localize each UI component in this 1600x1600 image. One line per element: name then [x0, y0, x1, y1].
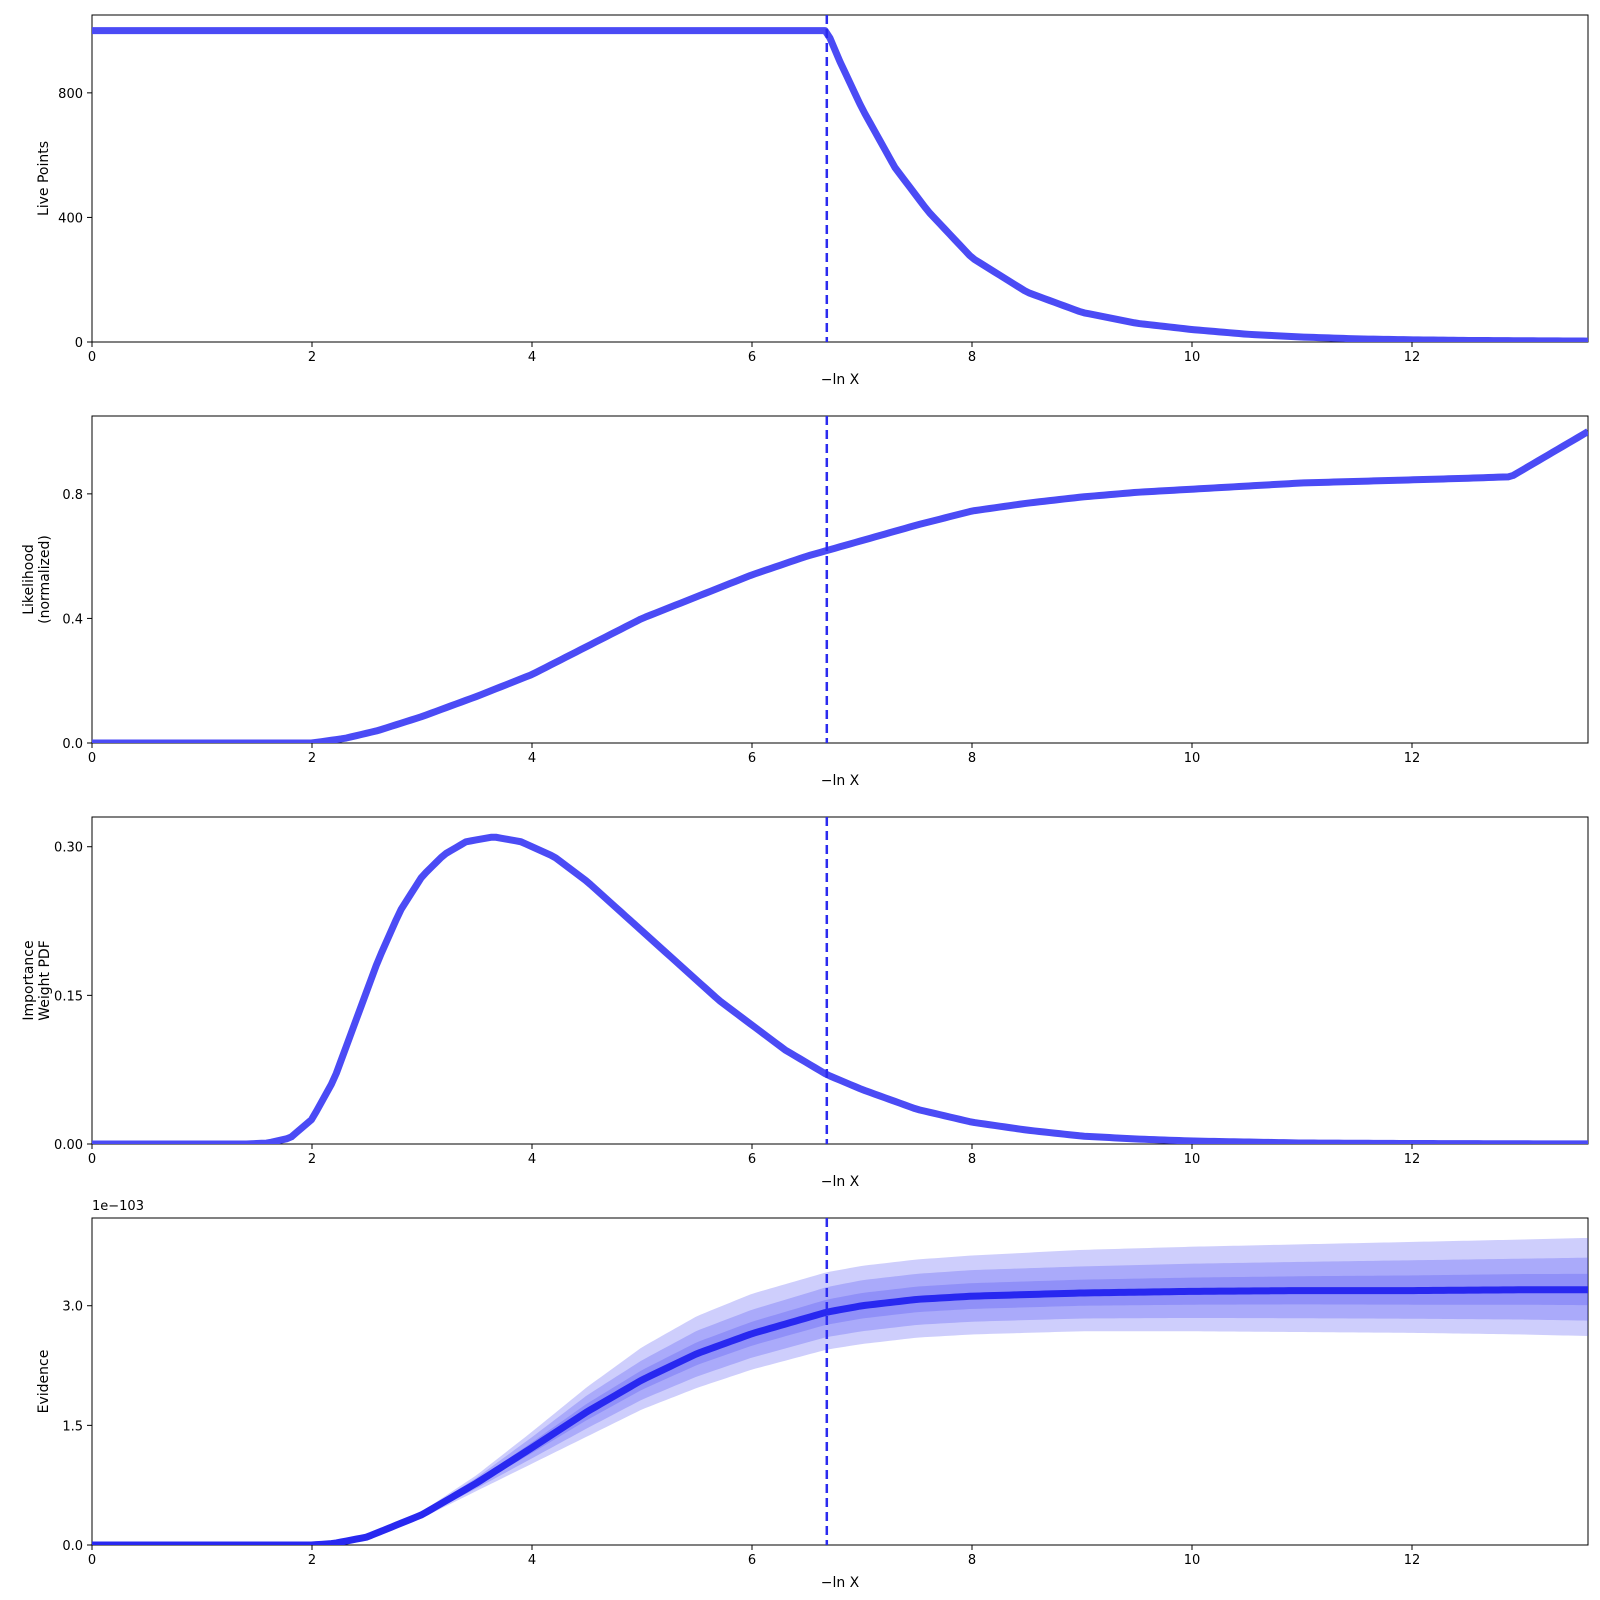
- x-axis-label: −ln X: [821, 372, 860, 388]
- evidence-band-3sigma: [92, 1237, 1588, 1545]
- y-axis-label: Weight PDF: [37, 940, 53, 1021]
- live-points-panel: 0 2 4 6 8 10 12 0 400 800 −ln X Live Points: [36, 14, 1589, 388]
- x-tick-label: 12: [1404, 1553, 1421, 1568]
- y-tick-label: 0.4: [62, 612, 83, 627]
- x-tick-label: 0: [88, 350, 96, 365]
- x-tick-label: 0: [88, 1553, 96, 1568]
- y-tick-label: 0.15: [54, 989, 83, 1004]
- x-tick-label: 12: [1404, 1152, 1421, 1167]
- y-tick-label: 0.0: [62, 737, 83, 752]
- y-axis-label: Importance: [21, 940, 37, 1020]
- x-tick-label: 12: [1404, 350, 1421, 365]
- evidence-panel: 0 2 4 6 8 10 12 0.0 1.5 3.0 −ln X Evidence 1e−103: [36, 1199, 1589, 1591]
- axes-frame: [91, 415, 1589, 744]
- x-tick-label: 2: [308, 751, 316, 766]
- x-tick-label: 12: [1404, 751, 1421, 766]
- x-tick-label: 10: [1184, 751, 1201, 766]
- plot-area: [92, 817, 1588, 1144]
- x-tick-label: 4: [528, 350, 536, 365]
- series-line: [92, 428, 1588, 743]
- axes-frame: [91, 14, 1589, 343]
- y-tick-label: 800: [58, 87, 83, 102]
- x-tick-label: 8: [968, 1152, 976, 1167]
- x-tick-label: 0: [88, 751, 96, 766]
- y-tick-label: 0.30: [54, 841, 83, 856]
- x-tick-label: 8: [968, 1553, 976, 1568]
- y-tick-label: 0.0: [62, 1539, 83, 1554]
- x-tick-label: 10: [1184, 1553, 1201, 1568]
- y-tick-label: 1.5: [62, 1419, 83, 1434]
- importance-weight-panel: 0 2 4 6 8 10 12 0.00 0.15 0.30 −ln X Importance Weig…: [21, 816, 1589, 1190]
- plot-area: [92, 416, 1588, 743]
- y-tick-label: 0: [75, 336, 83, 351]
- x-tick-label: 8: [968, 350, 976, 365]
- plot-area: [92, 15, 1588, 342]
- x-tick-label: 8: [968, 751, 976, 766]
- x-tick-label: 10: [1184, 1152, 1201, 1167]
- x-tick-label: 2: [308, 1553, 316, 1568]
- series-line: [92, 833, 1588, 1144]
- y-axis-label: Evidence: [36, 1350, 52, 1414]
- x-tick-label: 6: [748, 751, 756, 766]
- x-tick-label: 6: [748, 1553, 756, 1568]
- axes-frame: [91, 1217, 1589, 1546]
- x-tick-label: 10: [1184, 350, 1201, 365]
- series-line: [92, 1286, 1588, 1545]
- evidence-band-1sigma: [92, 1273, 1588, 1545]
- axis-offset-text: 1e−103: [92, 1199, 144, 1214]
- x-axis-label: −ln X: [821, 1174, 860, 1190]
- x-tick-label: 4: [528, 1553, 536, 1568]
- axes-frame: [91, 816, 1589, 1145]
- y-axis-label: (normalized): [37, 535, 53, 624]
- y-tick-label: 400: [58, 211, 83, 226]
- plot-area: [92, 1218, 1588, 1545]
- x-tick-label: 4: [528, 751, 536, 766]
- series-line: [92, 27, 1588, 342]
- x-tick-label: 2: [308, 350, 316, 365]
- y-axis-label: Live Points: [36, 141, 52, 216]
- x-tick-label: 4: [528, 1152, 536, 1167]
- x-axis-label: −ln X: [821, 773, 860, 789]
- x-axis-label: −ln X: [821, 1575, 860, 1591]
- likelihood-panel: 0 2 4 6 8 10 12 0.0 0.4 0.8 −ln X Likelihood (normal…: [21, 415, 1589, 789]
- y-tick-label: 3.0: [62, 1300, 83, 1315]
- x-tick-label: 6: [748, 350, 756, 365]
- x-tick-label: 6: [748, 1152, 756, 1167]
- x-tick-label: 0: [88, 1152, 96, 1167]
- x-tick-label: 2: [308, 1152, 316, 1167]
- y-tick-label: 0.8: [62, 488, 83, 503]
- evidence-band-2sigma: [92, 1257, 1588, 1545]
- y-tick-label: 0.00: [54, 1138, 83, 1153]
- y-axis-label: Likelihood: [21, 544, 37, 615]
